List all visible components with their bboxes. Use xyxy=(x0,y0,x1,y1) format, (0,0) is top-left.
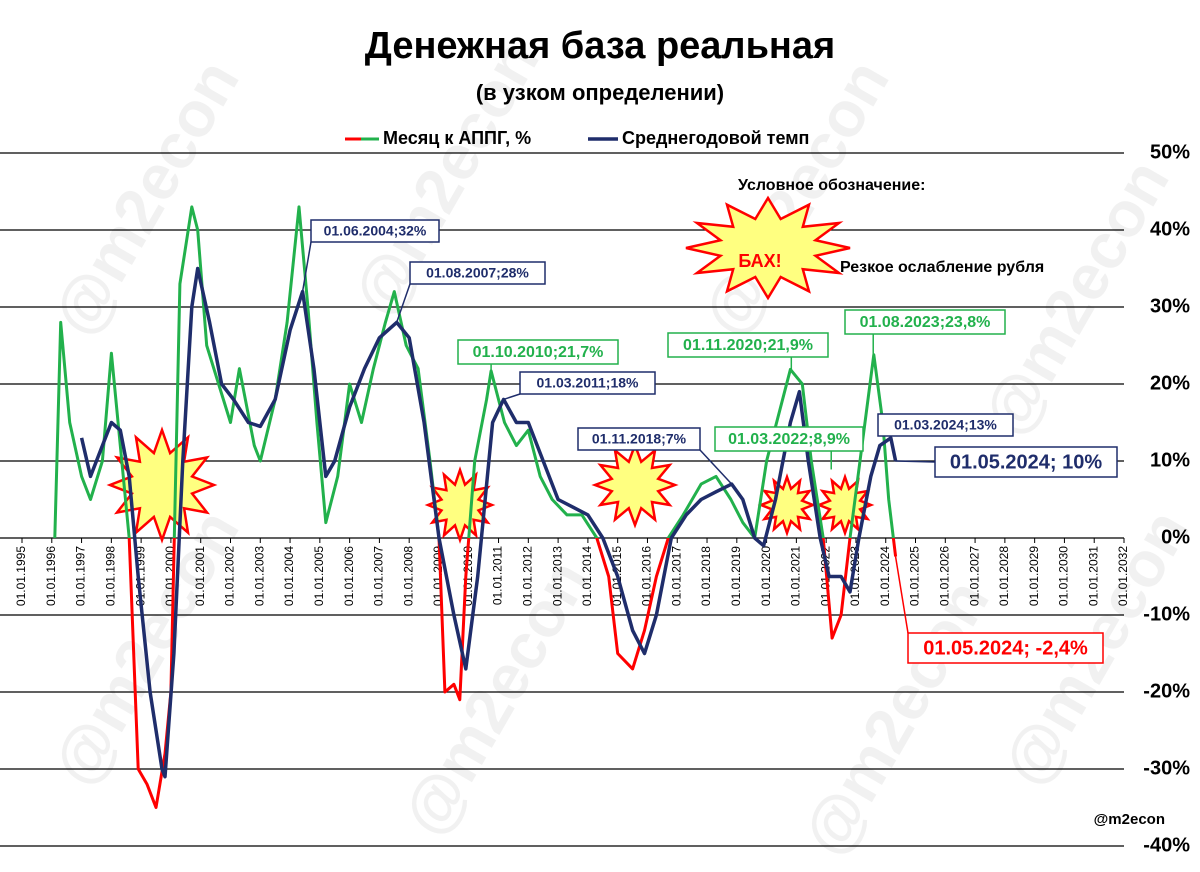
x-tick-label: 01.01.2006 xyxy=(342,546,356,606)
x-tick-label: 01.01.2011 xyxy=(491,546,505,605)
x-tick-label: 01.01.2005 xyxy=(312,546,326,606)
watermark: @m2econ xyxy=(38,48,252,348)
x-tick-label: 01.01.2021 xyxy=(789,546,803,606)
annotation-label: 01.05.2024; -2,4% xyxy=(923,637,1088,659)
x-tick-label: 01.01.2017 xyxy=(669,546,683,606)
x-tick-label: 01.01.2024 xyxy=(878,546,892,606)
annotation-label: 01.03.2022;8,9% xyxy=(728,431,850,448)
x-tick-label: 01.01.2031 xyxy=(1086,546,1100,606)
x-tick-label: 01.01.1995 xyxy=(14,546,28,606)
x-tick-label: 01.01.1997 xyxy=(74,546,88,606)
x-tick-label: 01.01.2001 xyxy=(193,546,207,606)
annotation-label: 01.10.2010;21,7% xyxy=(473,344,604,361)
x-tick-label: 01.01.2014 xyxy=(580,546,594,606)
annotation-box xyxy=(519,371,656,395)
x-tick-label: 01.01.2018 xyxy=(699,546,713,606)
x-tick-label: 01.01.2013 xyxy=(550,546,564,606)
x-tick-label: 01.01.2012 xyxy=(520,546,534,606)
annotation-pointer xyxy=(895,460,936,463)
starburst xyxy=(106,426,218,544)
x-tick-label: 01.01.2029 xyxy=(1027,546,1041,606)
annotation-label: 01.08.2007;28% xyxy=(426,265,529,281)
x-tick-label: 01.01.2028 xyxy=(997,546,1011,606)
x-tick-label: 01.01.2004 xyxy=(282,546,296,606)
watermark: @m2econ xyxy=(788,568,1002,868)
x-tick-label: 01.01.2026 xyxy=(937,546,951,606)
x-tick-label: 01.01.2003 xyxy=(252,546,266,606)
credit: @m2econ xyxy=(1094,811,1165,828)
chart-title: Денежная база реальная xyxy=(365,25,835,67)
annotation-pointer xyxy=(503,393,521,401)
annotation-label: 01.06.2004;32% xyxy=(324,223,427,239)
starburst xyxy=(591,441,679,529)
x-tick-label: 01.01.2030 xyxy=(1057,546,1071,606)
y-tick-label: 20% xyxy=(1150,372,1190,394)
y-tick-label: 40% xyxy=(1150,218,1190,240)
series-line xyxy=(53,205,895,538)
annotation-label: 01.11.2020;21,9% xyxy=(683,337,813,354)
chart-subtitle: (в узком определении) xyxy=(476,80,724,105)
annotation-label: 01.05.2024; 10% xyxy=(950,451,1103,473)
annotation-label: 01.03.2024;13% xyxy=(894,417,997,433)
starburst xyxy=(424,466,496,544)
y-tick-label: 30% xyxy=(1150,295,1190,317)
x-tick-label: 01.01.2019 xyxy=(729,546,743,606)
annotation-label: 01.03.2011;18% xyxy=(537,375,640,391)
legend-label: Среднегодовой темп xyxy=(622,128,809,148)
x-tick-label: 01.01.2032 xyxy=(1116,546,1130,606)
x-tick-label: 01.01.1996 xyxy=(44,546,58,606)
annotation-box xyxy=(457,339,619,365)
y-tick-label: -30% xyxy=(1143,757,1190,779)
annotation-pointer xyxy=(894,556,909,634)
y-tick-label: 50% xyxy=(1150,141,1190,163)
x-tick-label: 01.01.2002 xyxy=(223,546,237,606)
annotation-pointer xyxy=(301,241,312,292)
x-tick-label: 01.01.2016 xyxy=(640,546,654,606)
annotation-box xyxy=(907,632,1104,664)
starburst xyxy=(685,195,851,301)
x-tick-label: 01.01.2027 xyxy=(967,546,981,606)
legend-label: Месяц к АППГ, % xyxy=(383,128,531,148)
burst-note: Резкое ослабление рубля xyxy=(840,259,1044,276)
annotation-box xyxy=(409,261,546,285)
x-tick-label: 01.01.2008 xyxy=(401,546,415,606)
annotation-box xyxy=(310,219,440,243)
y-tick-label: -10% xyxy=(1143,603,1190,625)
annotation-box xyxy=(714,426,864,452)
legend-note: Условное обозначение: xyxy=(738,177,925,194)
y-tick-label: 10% xyxy=(1150,449,1190,471)
y-tick-label: -40% xyxy=(1143,834,1190,856)
annotation-box xyxy=(577,427,701,451)
y-tick-label: 0% xyxy=(1161,526,1190,548)
annotation-box xyxy=(844,309,1006,335)
annotation-pointer xyxy=(395,283,411,323)
x-tick-label: 01.01.2025 xyxy=(908,546,922,606)
annotation-box xyxy=(934,446,1118,478)
burst-label: БАХ! xyxy=(738,251,781,271)
x-tick-label: 01.01.2007 xyxy=(372,546,386,606)
annotation-pointer xyxy=(699,449,733,485)
x-tick-label: 01.01.1998 xyxy=(104,546,118,606)
annotation-label: 01.11.2018;7% xyxy=(592,431,687,447)
annotation-box xyxy=(667,332,829,358)
x-tick-label: 01.01.2020 xyxy=(759,546,773,606)
annotation-label: 01.08.2023;23,8% xyxy=(860,314,991,331)
annotation-box xyxy=(877,413,1014,437)
y-tick-label: -20% xyxy=(1143,680,1190,702)
